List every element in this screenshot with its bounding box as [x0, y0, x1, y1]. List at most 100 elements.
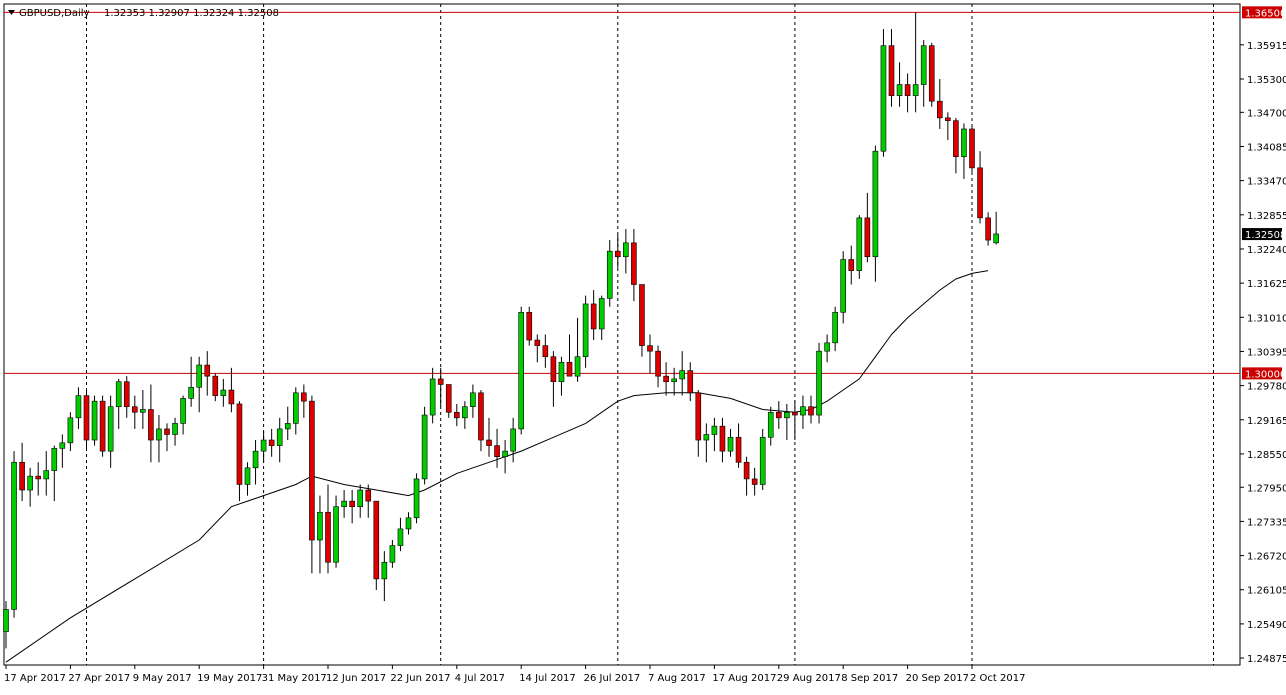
candle [421, 406, 428, 485]
candle-body [429, 378, 436, 416]
candle-body [252, 450, 259, 469]
x-tick-label: 8 Sep 2017 [841, 673, 898, 684]
candle [727, 428, 734, 457]
candle [397, 517, 404, 552]
candle-body [663, 375, 669, 383]
level-price-label: 1.30000 [1245, 369, 1286, 380]
y-tick-label: 1.35300 [1247, 75, 1286, 86]
candle [123, 376, 130, 418]
y-tick-label: 1.28550 [1247, 450, 1286, 461]
y-tick-label: 1.29780 [1247, 382, 1286, 393]
candle [558, 356, 565, 396]
candle [132, 395, 138, 429]
candle [808, 395, 814, 424]
x-tick-label: 20 Sep 2017 [906, 673, 969, 684]
candle-body [928, 45, 935, 102]
candle [83, 390, 90, 452]
candle [27, 467, 33, 507]
candle-body [558, 361, 565, 383]
y-tick-label: 1.27335 [1247, 517, 1286, 528]
x-tick-label: 26 Jul 2017 [584, 673, 641, 684]
x-tick-label: 22 Jun 2017 [390, 673, 450, 684]
candle-body [598, 298, 605, 330]
candle-body [365, 489, 372, 502]
candle-body [574, 356, 581, 377]
candle-body [566, 361, 573, 377]
y-tick-label: 1.24875 [1247, 654, 1286, 665]
candle-body [132, 406, 138, 413]
current-price-box [1242, 228, 1282, 241]
symbol-label: GBPUSD,Daily [19, 8, 90, 19]
candle [961, 123, 967, 179]
candle [389, 540, 396, 568]
candle [19, 442, 25, 502]
candle-body [912, 84, 919, 96]
candle [301, 384, 307, 418]
candle [751, 467, 758, 496]
candle [719, 417, 726, 463]
y-tick-label: 1.31625 [1247, 279, 1286, 290]
candle [43, 451, 50, 496]
candle-body [623, 242, 629, 258]
candle-body [478, 392, 484, 441]
candle [3, 601, 9, 649]
candle [486, 417, 492, 457]
candle-body [284, 423, 291, 430]
candle [284, 406, 291, 441]
x-tick-label: 7 Aug 2017 [648, 673, 706, 684]
candle [341, 490, 347, 518]
candle [743, 456, 750, 496]
y-tick-label: 1.26105 [1247, 586, 1286, 597]
candle [880, 28, 887, 157]
candle [188, 356, 194, 407]
candle [534, 334, 541, 363]
candle-body [784, 411, 790, 419]
candle [365, 484, 372, 518]
candle [832, 306, 838, 352]
candle [445, 384, 452, 418]
candle [623, 228, 629, 274]
x-tick-label: 12 Jun 2017 [326, 673, 386, 684]
candle-body [164, 428, 170, 435]
candle [655, 345, 661, 388]
candle [920, 40, 927, 107]
candle [204, 351, 211, 396]
candle [703, 423, 710, 463]
candle-body [123, 381, 130, 408]
candle-body [800, 406, 806, 416]
candle [800, 395, 806, 429]
candle [840, 251, 847, 324]
candle-body [502, 450, 508, 458]
candle [107, 395, 114, 468]
candle [437, 367, 444, 407]
candle-body [172, 423, 178, 435]
candle-body [518, 311, 525, 430]
candle [735, 423, 742, 468]
candle-body [140, 409, 146, 413]
candle-body [381, 561, 388, 580]
candle [502, 440, 508, 474]
candle-body [268, 439, 275, 446]
candle [848, 245, 855, 285]
candle [888, 28, 895, 107]
candle-body [920, 45, 927, 85]
candle [590, 290, 597, 341]
candle [510, 417, 516, 463]
x-tick-label: 17 Aug 2017 [712, 673, 776, 684]
candle [824, 334, 830, 363]
dropdown-triangle-icon[interactable] [8, 10, 15, 15]
candle-body [671, 378, 677, 383]
candle-body [260, 439, 267, 452]
candle-body [711, 425, 718, 435]
candle-body [148, 409, 154, 441]
candle-body [647, 345, 653, 352]
candle [75, 387, 82, 429]
y-tick-label: 1.27950 [1247, 483, 1286, 494]
candle-body [880, 45, 887, 152]
candle-body [655, 350, 661, 377]
candle [453, 403, 460, 427]
candle [164, 423, 170, 452]
candle [759, 428, 766, 491]
candle-body [397, 528, 404, 546]
candle [252, 440, 259, 485]
